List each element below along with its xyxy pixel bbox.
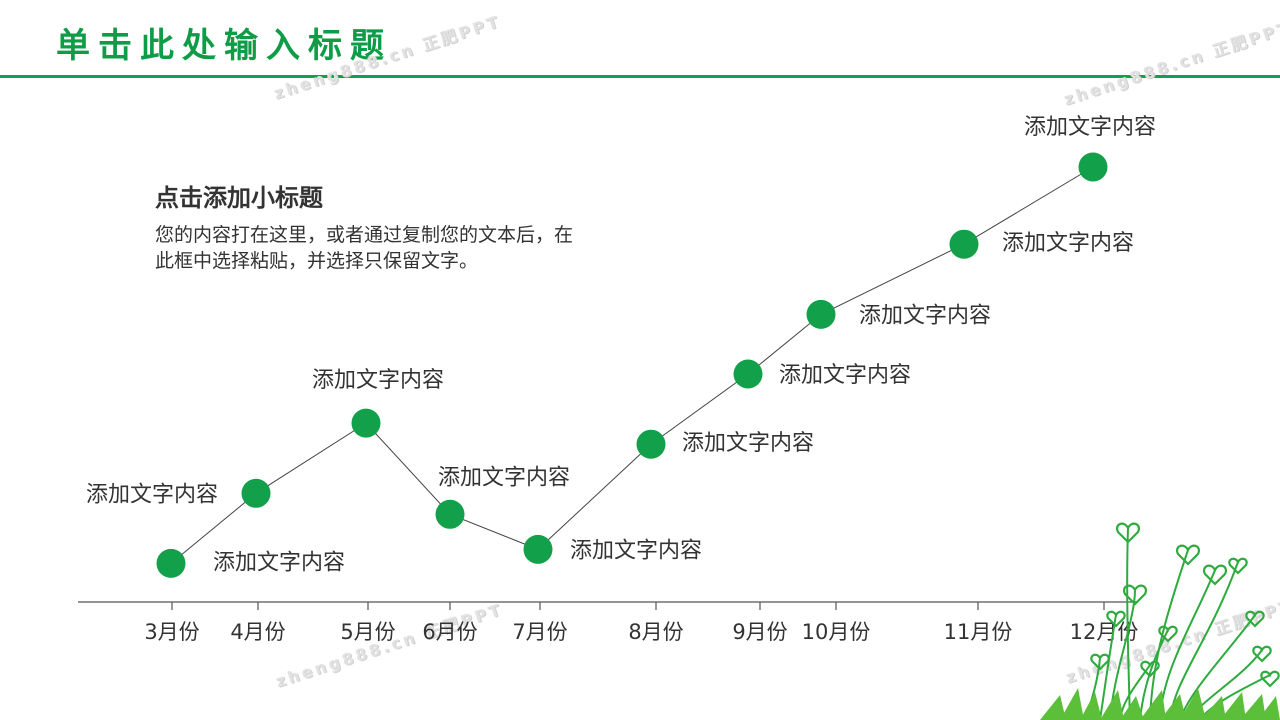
point-label: 添加文字内容	[1002, 231, 1134, 256]
point-label: 添加文字内容	[570, 538, 702, 563]
data-point	[351, 408, 381, 438]
point-label: 添加文字内容	[213, 550, 345, 575]
x-tick-label: 10月份	[802, 620, 871, 644]
page-title[interactable]: 单击此处输入标题	[56, 26, 392, 66]
x-tick-label: 4月份	[230, 620, 285, 644]
point-label: 添加文字内容	[312, 368, 444, 393]
x-tick-label: 11月份	[944, 620, 1013, 644]
x-tick-label: 6月份	[422, 620, 477, 644]
data-point	[636, 429, 666, 459]
x-tick-label: 9月份	[732, 620, 787, 644]
title-underline	[0, 75, 1280, 78]
data-point	[241, 478, 271, 508]
data-point	[523, 534, 553, 564]
data-point	[1078, 152, 1108, 182]
data-point	[949, 229, 979, 259]
data-point	[733, 359, 763, 389]
grass-decoration	[1040, 522, 1280, 720]
x-tick-label: 7月份	[512, 620, 567, 644]
series-line	[170, 166, 1094, 564]
data-point	[435, 499, 465, 529]
point-label: 添加文字内容	[859, 303, 991, 328]
data-point	[156, 548, 186, 578]
point-label: 添加文字内容	[86, 482, 218, 507]
point-label: 添加文字内容	[438, 465, 570, 490]
x-tick-label: 3月份	[144, 620, 199, 644]
subtitle[interactable]: 点击添加小标题	[155, 184, 323, 212]
x-tick-label: 8月份	[628, 620, 683, 644]
point-label: 添加文字内容	[682, 431, 814, 456]
x-tick-label: 5月份	[340, 620, 395, 644]
point-label: 添加文字内容	[1024, 115, 1156, 140]
data-point	[806, 299, 836, 329]
body-text[interactable]: 您的内容打在这里，或者通过复制您的文本后，在此框中选择粘贴，并选择只保留文字。	[155, 224, 574, 272]
point-label: 添加文字内容	[779, 363, 911, 388]
